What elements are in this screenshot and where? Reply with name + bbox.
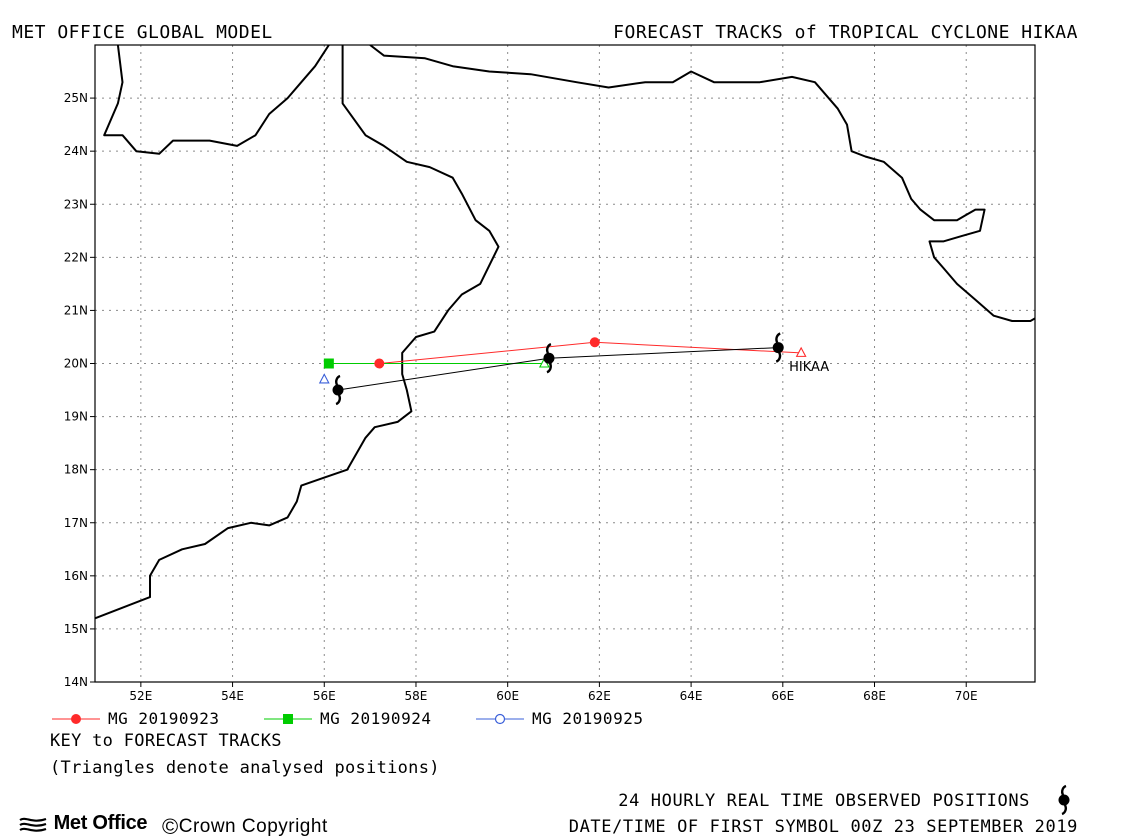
lat-tick-label: 21N	[64, 303, 88, 317]
lon-tick-label: 56E	[313, 689, 336, 700]
lat-tick-label: 15N	[64, 622, 88, 636]
triangle-icon	[318, 373, 330, 384]
legend-item-mg-20190924: MG 20190924	[262, 708, 431, 728]
lon-tick-label: 64E	[680, 689, 703, 700]
forecast-track-map: 52E 54E 56E 58E 60E 62E 64E 66E 68E 70E 14N 15N 16N 1…	[64, 44, 1036, 700]
cyclone-icon	[542, 342, 556, 374]
copyright-text: Crown Copyright	[178, 816, 328, 838]
lon-tick-label: 52E	[129, 689, 152, 700]
legend-item-mg-20190925: MG 20190925	[474, 708, 643, 728]
met-office-logo-icon	[19, 817, 47, 832]
lat-tick-label: 18N	[64, 463, 88, 477]
track-point	[374, 358, 385, 369]
blue-open-circle-icon	[476, 713, 524, 724]
lat-tick-label: 25N	[64, 91, 88, 105]
coastline-segment	[103, 45, 330, 155]
track-point	[323, 358, 334, 369]
lat-tick-label: 14N	[64, 675, 88, 689]
storm-name-label: HIKAA	[789, 360, 829, 375]
lat-tick-label: 17N	[64, 516, 88, 530]
lat-tick-label: 16N	[64, 569, 88, 583]
lat-tick-label: 19N	[64, 410, 88, 424]
lon-tick-label: 54E	[221, 689, 244, 700]
lon-tick-label: 66E	[771, 689, 794, 700]
axis-ticks: 52E 54E 56E 58E 60E 62E 64E 66E 68E 70E 14N 15N 16N 1…	[64, 91, 978, 700]
lon-tick-label: 62E	[588, 689, 611, 700]
lon-tick-label: 68E	[863, 689, 886, 700]
copyright-notice: ©Crown Copyright	[162, 814, 328, 840]
legend-label: MG 20190923	[108, 709, 220, 728]
lat-tick-label: 20N	[64, 357, 88, 371]
red-circle-icon	[52, 713, 100, 724]
copyright-symbol: ©	[162, 814, 179, 839]
coastline-segment	[369, 45, 1035, 322]
met-office-brand: Met Office	[18, 812, 148, 835]
cyclone-icon	[771, 332, 785, 363]
brand-name: Met Office	[53, 812, 148, 835]
cyclone-icon	[331, 374, 345, 406]
cyclone-icon	[1057, 784, 1071, 816]
forecast-tracks	[318, 332, 807, 406]
legend-label: MG 20190925	[532, 709, 644, 728]
key-note: (Triangles denote analysed positions)	[50, 758, 440, 778]
lat-tick-label: 23N	[64, 197, 88, 211]
legend-label: MG 20190924	[320, 709, 432, 728]
lon-tick-label: 58E	[405, 689, 428, 700]
green-square-icon	[264, 713, 312, 724]
header-chart-title: FORECAST TRACKS of TROPICAL CYCLONE HIKA…	[613, 22, 1078, 43]
lon-tick-label: 70E	[955, 689, 978, 700]
track-point	[589, 337, 600, 348]
key-title: KEY to FORECAST TRACKS	[50, 731, 282, 751]
header-model-title: MET OFFICE GLOBAL MODEL	[12, 22, 273, 43]
grid-lines	[95, 45, 1035, 682]
track-line	[379, 341, 802, 364]
coastline	[95, 45, 1035, 620]
triangle-icon	[795, 346, 807, 357]
coastline-segment	[95, 45, 500, 620]
legend-item-mg-20190923: MG 20190923	[50, 708, 219, 728]
lon-tick-label: 60E	[496, 689, 519, 700]
lat-tick-label: 24N	[64, 144, 88, 158]
first-symbol-datetime: DATE/TIME OF FIRST SYMBOL 00Z 23 SEPTEMB…	[568, 817, 1078, 837]
lat-tick-label: 22N	[64, 250, 88, 264]
observed-positions-label: 24 HOURLY REAL TIME OBSERVED POSITIONS	[618, 791, 1030, 811]
